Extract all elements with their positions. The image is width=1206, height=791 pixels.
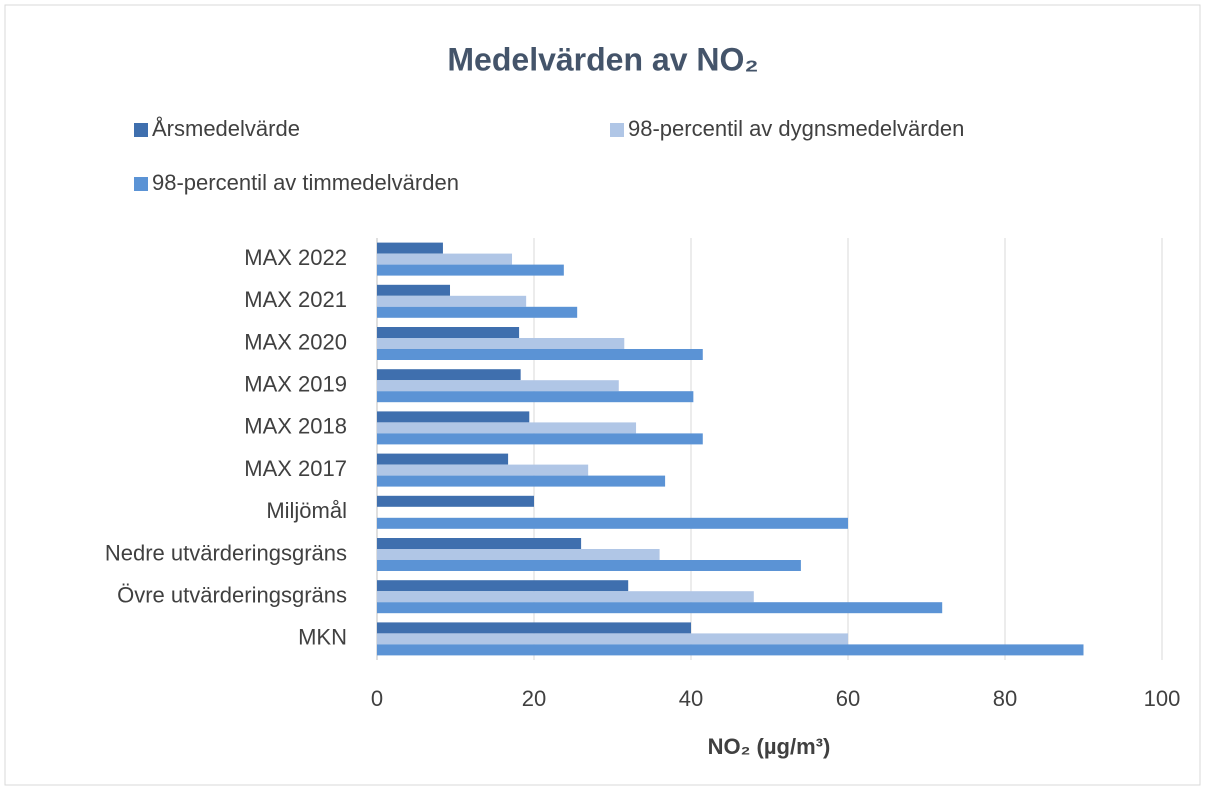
bar xyxy=(377,464,589,476)
y-tick-label: MAX 2021 xyxy=(244,287,347,312)
bar xyxy=(377,338,625,349)
bar xyxy=(377,591,754,603)
bar xyxy=(377,433,703,445)
legend-label: Årsmedelvärde xyxy=(152,116,300,141)
bar xyxy=(377,560,801,571)
y-tick-label: Nedre utvärderingsgräns xyxy=(105,540,347,565)
x-tick-label: 40 xyxy=(679,686,703,711)
bar xyxy=(377,295,527,307)
y-tick-label: Miljömål xyxy=(266,498,347,523)
bar xyxy=(377,306,578,318)
bar xyxy=(377,549,660,560)
bar xyxy=(377,633,848,645)
legend-swatch xyxy=(610,123,624,137)
legend-label: 98-percentil av timmedelvärden xyxy=(152,170,459,195)
bar xyxy=(377,422,637,434)
bar xyxy=(377,495,534,507)
y-tick-label: Övre utvärderingsgräns xyxy=(117,583,347,608)
bar xyxy=(377,380,619,392)
y-tick-label: MAX 2017 xyxy=(244,456,347,481)
bar xyxy=(377,349,703,360)
legend-label: 98-percentil av dygnsmedelvärden xyxy=(628,116,964,141)
x-tick-label: 80 xyxy=(993,686,1017,711)
y-tick-label: MAX 2022 xyxy=(244,245,347,270)
bar xyxy=(377,602,943,614)
y-tick-label: MAX 2020 xyxy=(244,329,347,354)
legend-swatch xyxy=(134,123,148,137)
bar xyxy=(377,411,530,423)
bar xyxy=(377,369,521,381)
bar xyxy=(377,475,666,487)
bar xyxy=(377,644,1084,656)
bar xyxy=(377,517,848,529)
y-tick-label: MAX 2018 xyxy=(244,414,347,439)
x-tick-label: 60 xyxy=(836,686,860,711)
bar xyxy=(377,264,564,276)
legend-swatch xyxy=(134,177,148,191)
bar xyxy=(377,284,451,296)
bar xyxy=(377,391,694,403)
bar xyxy=(377,580,629,592)
bar xyxy=(377,327,520,338)
bar xyxy=(377,253,513,265)
x-tick-label: 100 xyxy=(1144,686,1181,711)
x-axis-label: NO₂ (µg/m³) xyxy=(708,734,831,759)
y-tick-label: MKN xyxy=(298,625,347,650)
bar xyxy=(377,242,443,254)
y-tick-label: MAX 2019 xyxy=(244,372,347,397)
chart-title: Medelvärden av NO₂ xyxy=(447,41,758,77)
bar xyxy=(377,622,691,634)
x-tick-label: 20 xyxy=(522,686,546,711)
bar xyxy=(377,538,582,549)
bar xyxy=(377,453,509,465)
x-tick-label: 0 xyxy=(371,686,383,711)
